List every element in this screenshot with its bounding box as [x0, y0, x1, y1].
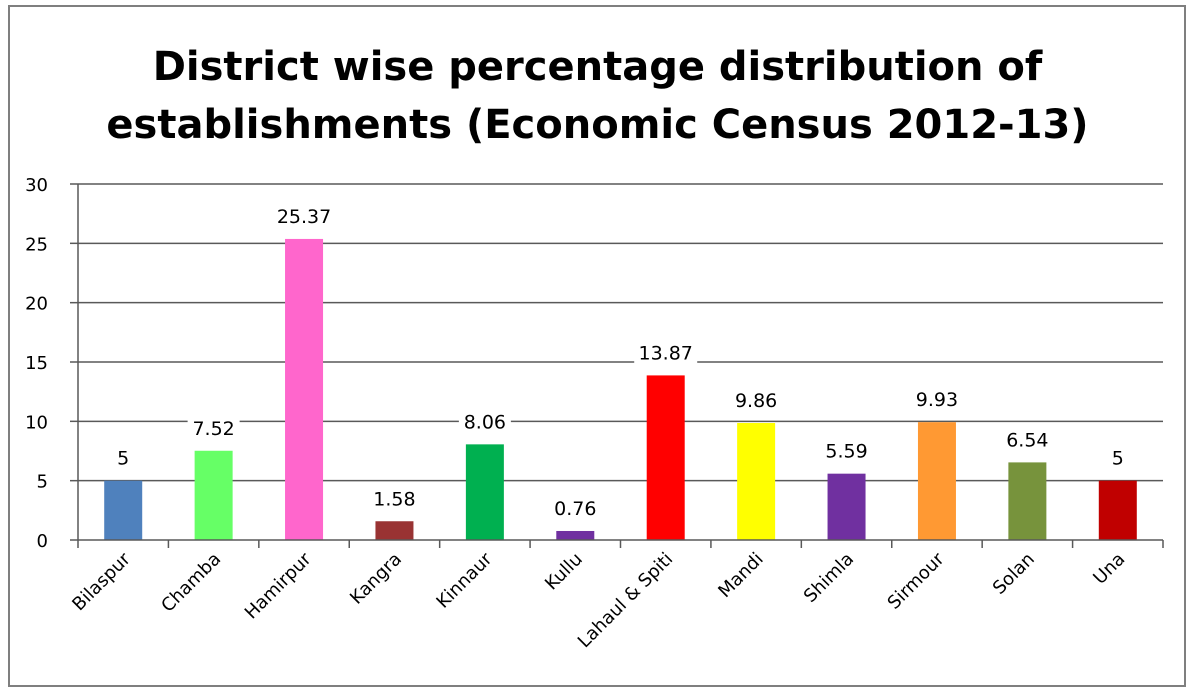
- chart-title-line-1: District wise percentage distribution of: [152, 44, 1043, 90]
- data-label-bg: [730, 386, 783, 415]
- y-tick-label: 0: [37, 531, 48, 552]
- data-labels: 5 7.52 25.37 1.58 8.06 0.76 13.87 9.86 5.59 9.93 6…: [113, 202, 1128, 523]
- x-category-label: Una: [1089, 549, 1129, 589]
- data-label: 13.87: [639, 342, 693, 364]
- bar: [917, 422, 956, 540]
- x-category-label: Shimla: [800, 549, 858, 607]
- chart-title: District wise percentage distribution of…: [0, 38, 1195, 154]
- x-category-label: Kullu: [541, 549, 587, 595]
- x-category-label: Sirmour: [884, 548, 949, 613]
- bar: [1098, 480, 1137, 540]
- data-label: 9.86: [735, 390, 777, 412]
- data-label-bg: [910, 386, 963, 415]
- x-category-label: Kinnaur: [432, 548, 496, 612]
- bar: [194, 450, 233, 540]
- bar: [285, 238, 324, 540]
- data-label: 1.58: [373, 488, 415, 510]
- y-tick-label: 5: [37, 472, 48, 493]
- bar: [827, 473, 866, 540]
- x-category-label: Lahaul & Spiti: [574, 549, 677, 652]
- data-label-bg: [549, 494, 602, 523]
- data-label-bg: [634, 339, 698, 368]
- data-label: 8.06: [464, 411, 506, 433]
- x-category-label: Kangra: [346, 549, 406, 609]
- x-category-label: Mandi: [714, 549, 767, 602]
- y-tick-label: 25: [25, 234, 48, 255]
- chart-title-line-2: establishments (Economic Census 2012-13): [106, 102, 1089, 148]
- data-label-bg: [187, 414, 240, 443]
- data-label-bg: [368, 485, 421, 514]
- bar: [556, 530, 595, 540]
- gridlines: [78, 183, 1163, 482]
- bar: [104, 480, 143, 540]
- data-label: 5: [117, 448, 129, 470]
- x-category-label: Solan: [989, 549, 1039, 599]
- data-label: 0.76: [554, 498, 596, 520]
- y-axis: 0 5 10 15 20 25 30: [25, 175, 79, 552]
- data-label: 25.37: [277, 206, 331, 228]
- x-category-label: Hamirpur: [241, 548, 316, 623]
- data-label-bg: [1108, 444, 1128, 473]
- data-label-bg: [820, 437, 873, 466]
- y-tick-label: 30: [25, 175, 48, 196]
- y-tick-label: 20: [25, 294, 48, 315]
- chart-frame: [8, 5, 1186, 687]
- data-label: 5: [1112, 448, 1124, 470]
- data-label-bg: [113, 444, 133, 473]
- x-category-label: Bilaspur: [68, 548, 135, 615]
- x-category-label: Chamba: [157, 549, 225, 617]
- data-label: 7.52: [192, 418, 234, 440]
- data-label: 5.59: [825, 441, 867, 463]
- bar: [1008, 462, 1047, 540]
- bar: [465, 444, 504, 540]
- data-label-bg: [1001, 426, 1054, 455]
- bars: [104, 238, 1137, 540]
- y-tick-label: 15: [25, 353, 48, 374]
- bar: [737, 422, 776, 540]
- y-tick-label: 10: [25, 412, 48, 433]
- data-label: 9.93: [916, 389, 958, 411]
- data-label-bg: [458, 408, 511, 437]
- bar: [646, 375, 685, 540]
- data-label: 6.54: [1006, 429, 1048, 451]
- bar: [375, 521, 414, 540]
- x-axis: Bilaspur Chamba Hamirpur Kangra Kinnaur Kullu…: [68, 539, 1164, 652]
- data-label-bg: [272, 202, 336, 231]
